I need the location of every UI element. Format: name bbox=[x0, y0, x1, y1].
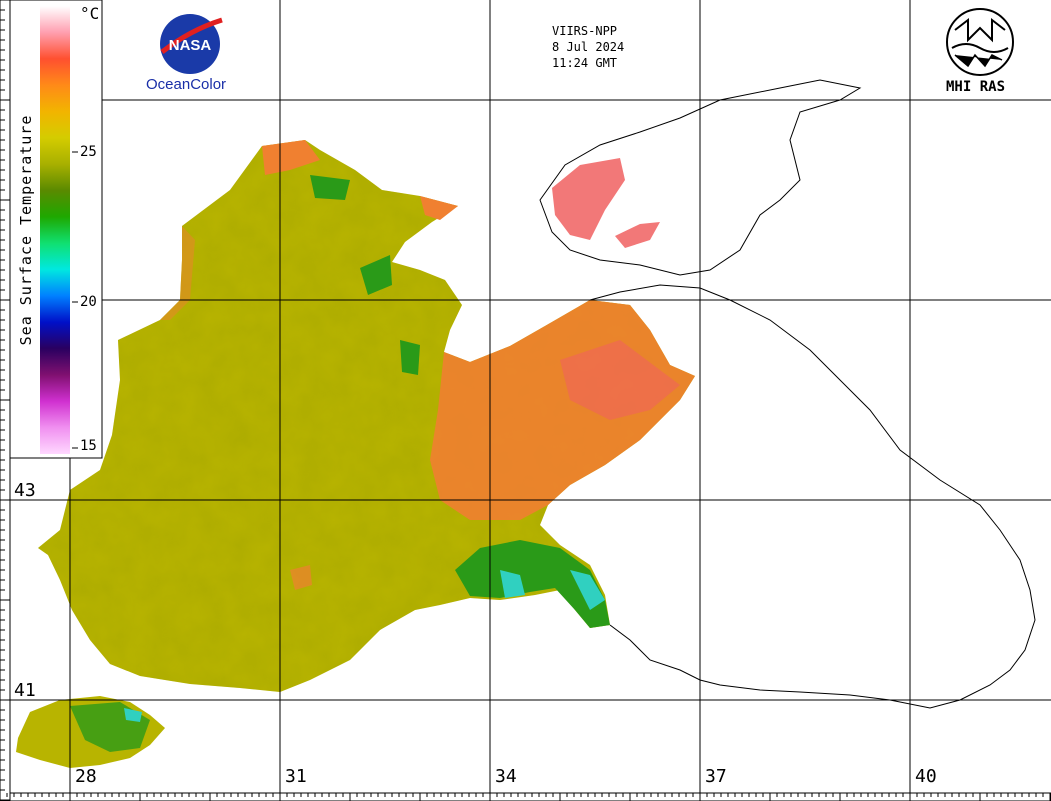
azov-hot-patch bbox=[615, 222, 660, 248]
legend-tick-25: 25 bbox=[80, 144, 97, 160]
nasa-logo: NASA bbox=[160, 14, 223, 74]
date-label: 8 Jul 2024 bbox=[552, 40, 625, 54]
warm-patch-odessa bbox=[262, 140, 320, 175]
mhi-ras-label: MHI RAS bbox=[946, 79, 1006, 95]
legend-color-bar bbox=[40, 6, 70, 454]
longitude-label-34: 34 bbox=[495, 766, 517, 787]
sea-of-marmara bbox=[16, 696, 165, 768]
cold-zone-crimea-south bbox=[500, 570, 525, 598]
time-label: 11:24 GMT bbox=[552, 56, 618, 70]
legend-tick-20: 20 bbox=[80, 294, 97, 310]
temperature-legend bbox=[9, 0, 103, 459]
cool-zone-crimea-south bbox=[455, 540, 610, 628]
legend-tick-15: 15 bbox=[80, 438, 97, 454]
cool-zone-northwest bbox=[310, 175, 350, 200]
oceancolor-label: OceanColor bbox=[146, 76, 227, 93]
latitude-label-41: 41 bbox=[14, 680, 36, 701]
longitude-label-28: 28 bbox=[75, 766, 97, 787]
hot-zone-east bbox=[560, 340, 680, 420]
azov-coastline bbox=[539, 79, 862, 276]
eastern-coastline bbox=[589, 284, 1036, 709]
svg-text:NASA: NASA bbox=[169, 37, 212, 54]
sea-temperature-field bbox=[38, 140, 695, 692]
warm-patch-dnieper bbox=[420, 196, 458, 220]
warm-strip-west-coast bbox=[160, 226, 195, 320]
latitude-label-43: 43 bbox=[14, 480, 36, 501]
azov-hot-zone bbox=[552, 158, 625, 240]
longitude-label-31: 31 bbox=[285, 766, 307, 787]
marmara-cyan bbox=[124, 708, 142, 722]
warm-zone-east bbox=[430, 300, 695, 520]
cold-zone-crimea-tip bbox=[570, 570, 605, 610]
longitude-label-40: 40 bbox=[915, 766, 937, 787]
sea-of-azov bbox=[539, 79, 862, 276]
longitude-label-37: 37 bbox=[705, 766, 727, 787]
sensor-label: VIIRS-NPP bbox=[552, 24, 618, 38]
legend-unit: °C bbox=[80, 4, 100, 23]
mhi-logo bbox=[946, 8, 1014, 76]
cool-zone-karkinit bbox=[360, 255, 392, 295]
warm-patch-bulgaria bbox=[290, 565, 312, 590]
cool-zone-crimea-west bbox=[400, 340, 420, 375]
